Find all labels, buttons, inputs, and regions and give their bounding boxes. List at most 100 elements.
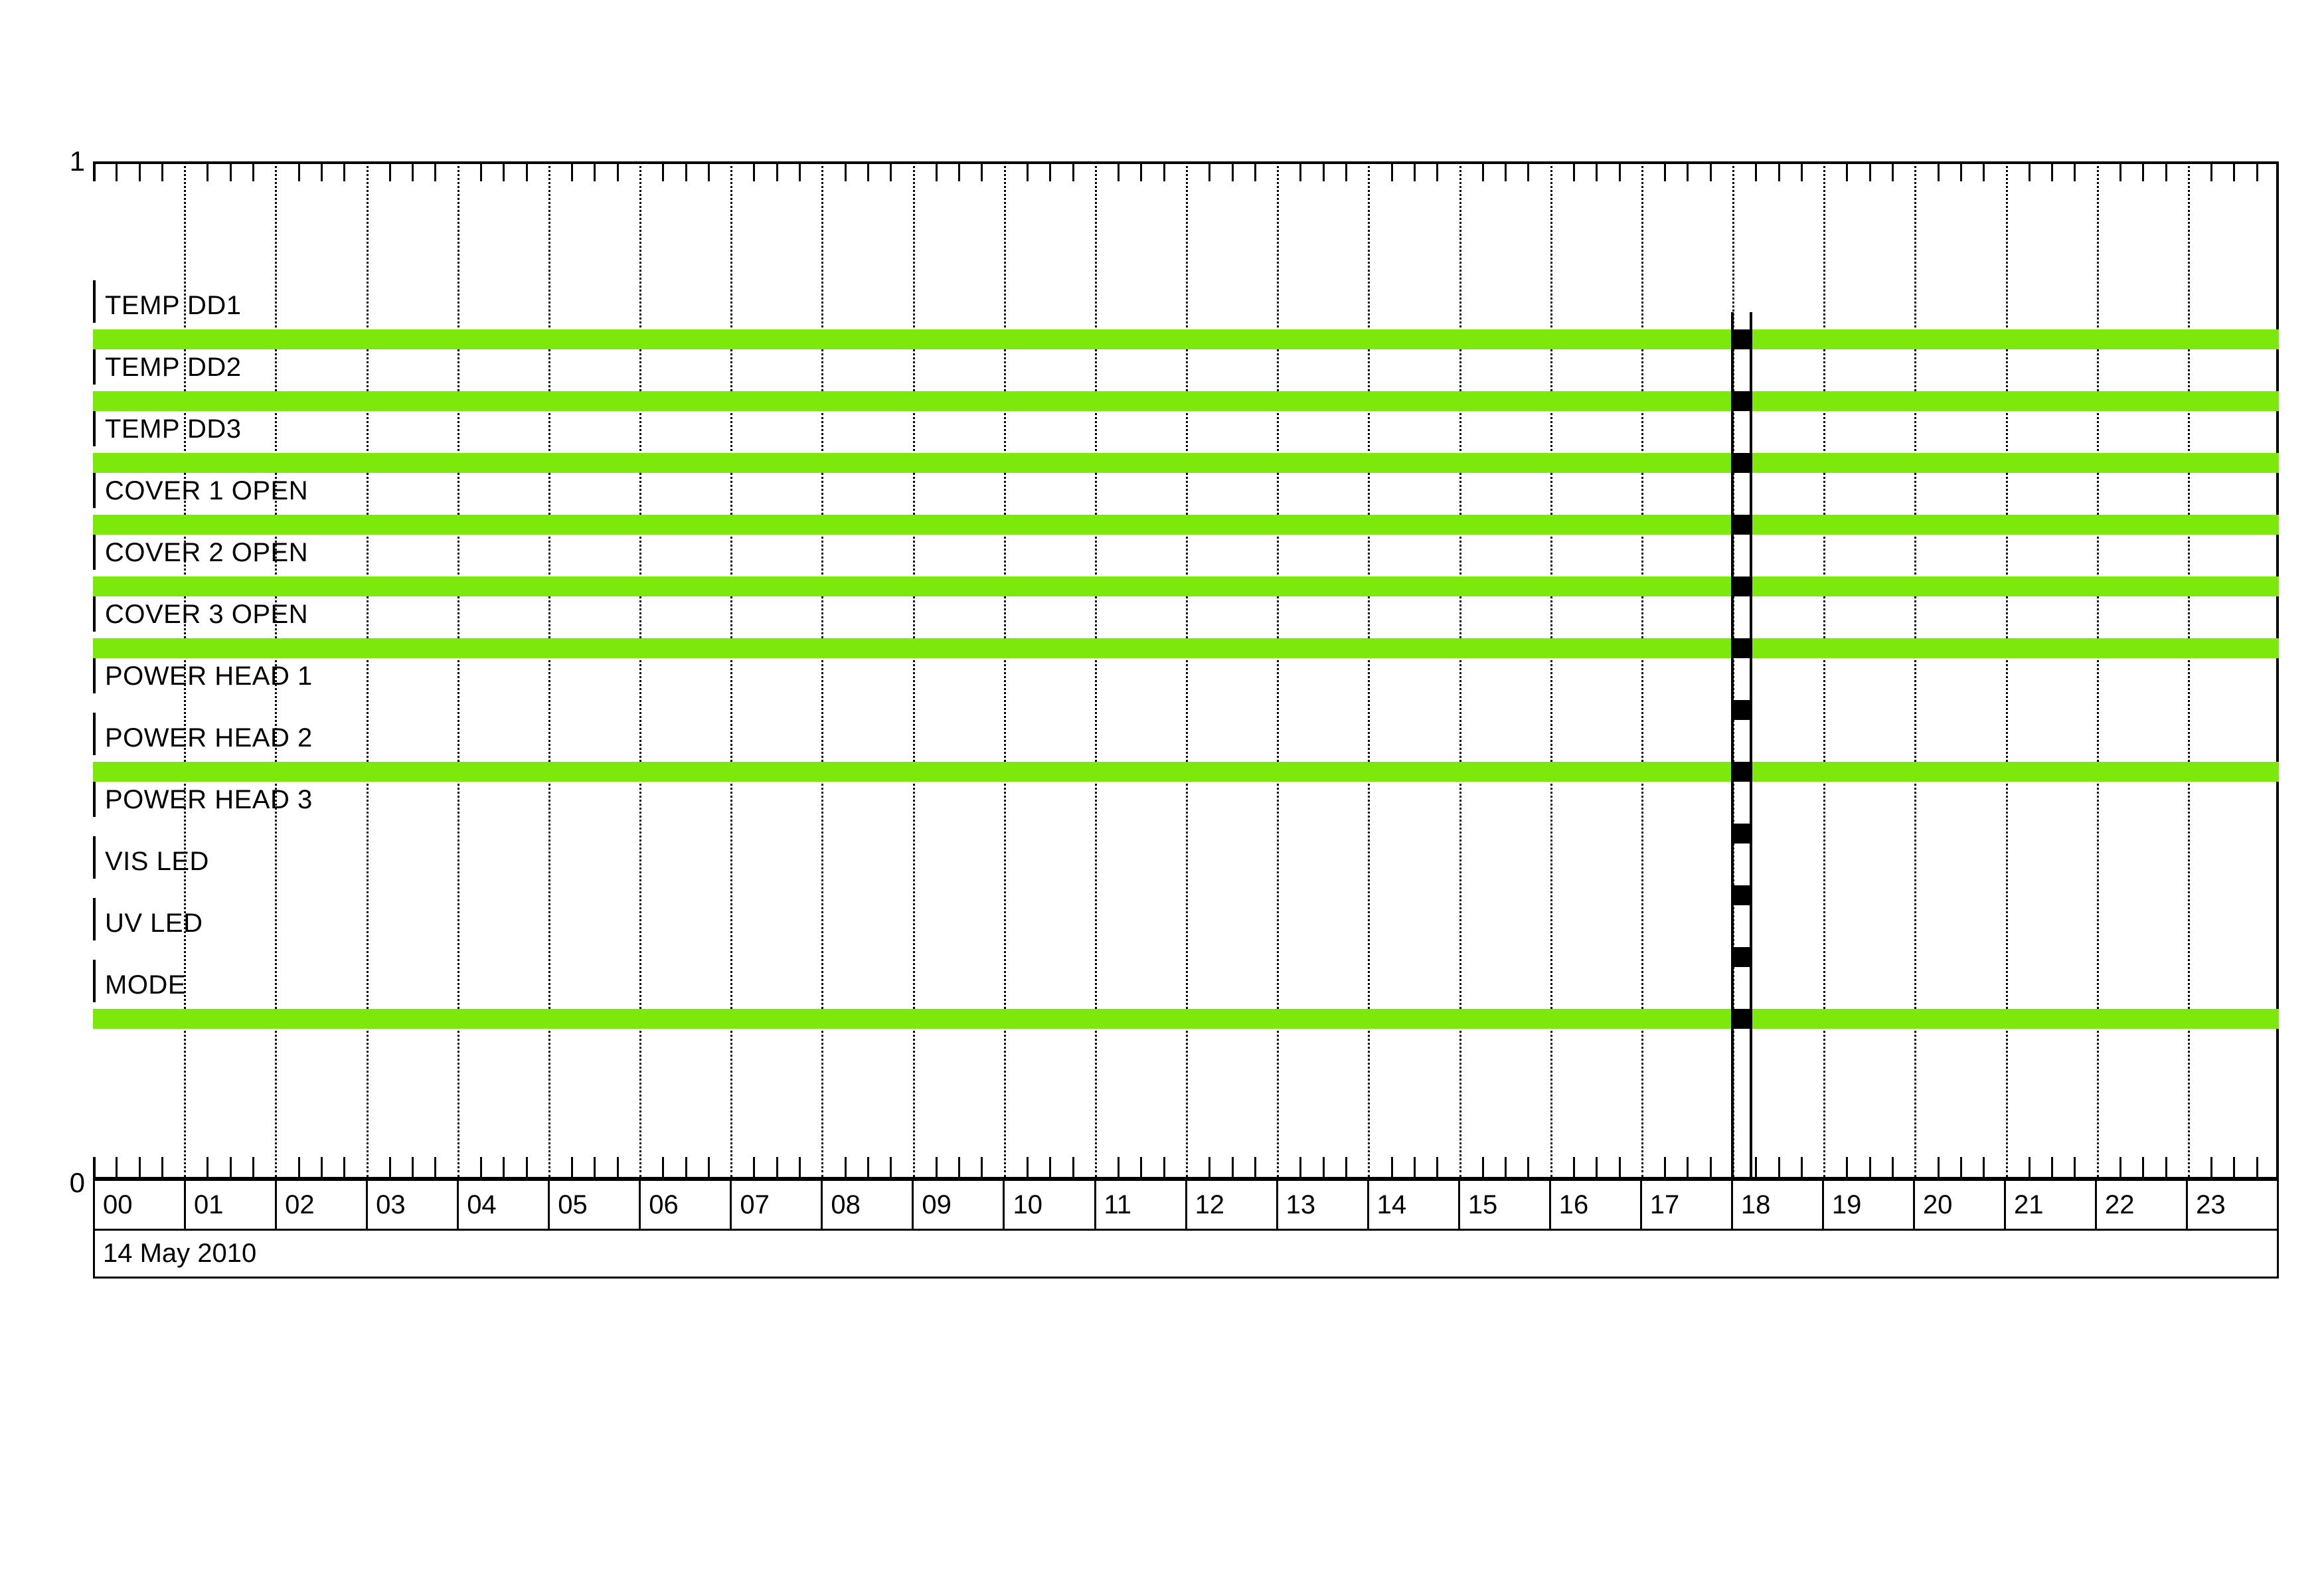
tick-minor-bottom xyxy=(707,1157,710,1177)
tick-minor-bottom xyxy=(1505,1157,1507,1177)
tick-minor-top xyxy=(207,161,209,181)
tick-minor-top xyxy=(343,161,346,181)
hour-label-cell: 06 xyxy=(641,1181,732,1229)
tick-minor-top xyxy=(616,161,619,181)
hour-label-cell: 20 xyxy=(1915,1181,2006,1229)
hour-label-cell: 07 xyxy=(732,1181,823,1229)
cursor-marker xyxy=(1730,885,1752,905)
hour-label-cell: 08 xyxy=(823,1181,914,1229)
tick-minor-top xyxy=(388,161,391,181)
tick-minor-top xyxy=(1413,161,1416,181)
hour-label-cell: 22 xyxy=(2097,1181,2189,1229)
tick-minor-top xyxy=(1800,161,1803,181)
tick-minor-bottom xyxy=(1778,1157,1780,1177)
tick-minor-top xyxy=(1687,161,1689,181)
tick-minor-top xyxy=(1755,161,1758,181)
tick-minor-bottom xyxy=(207,1157,209,1177)
tick-minor-top xyxy=(525,161,528,181)
signal-row-label: VIS LED xyxy=(105,847,209,876)
gridline-hour-10 xyxy=(1003,161,1006,1177)
cursor-marker xyxy=(1730,947,1752,967)
x-axis-baseline xyxy=(93,1177,2279,1180)
tick-minor-top xyxy=(1118,161,1120,181)
tick-minor-bottom xyxy=(1481,1157,1484,1177)
tick-minor-top xyxy=(1049,161,1052,181)
tick-minor-bottom xyxy=(1868,1157,1871,1177)
tick-minor-bottom xyxy=(2074,1157,2076,1177)
signal-row-label: MODE xyxy=(105,970,186,1000)
tick-minor-bottom xyxy=(1208,1157,1211,1177)
signal-bar-on xyxy=(93,1009,2279,1029)
tick-minor-bottom xyxy=(1413,1157,1416,1177)
tick-minor-bottom xyxy=(890,1157,892,1177)
tick-minor-bottom xyxy=(252,1157,255,1177)
signal-row-label: POWER HEAD 2 xyxy=(105,723,313,753)
gridline-hour-07 xyxy=(730,161,733,1177)
tick-minor-top xyxy=(1299,161,1302,181)
tick-minor-top xyxy=(753,161,756,181)
tick-minor-top xyxy=(1846,161,1849,181)
tick-minor-bottom xyxy=(525,1157,528,1177)
gridline-hour-04 xyxy=(457,161,459,1177)
tick-minor-top xyxy=(434,161,437,181)
tick-minor-bottom xyxy=(479,1157,482,1177)
tick-minor-top xyxy=(1937,161,1940,181)
tick-minor-top xyxy=(161,161,163,181)
tick-minor-top xyxy=(981,161,983,181)
tick-minor-bottom xyxy=(662,1157,665,1177)
signal-bar-on xyxy=(93,391,2279,411)
tick-minor-top xyxy=(1983,161,1985,181)
gridline-hour-09 xyxy=(912,161,915,1177)
hour-label-cell: 09 xyxy=(914,1181,1005,1229)
tick-minor-top xyxy=(1208,161,1211,181)
tick-minor-top xyxy=(844,161,847,181)
tick-minor-top xyxy=(571,161,574,181)
tick-minor-bottom xyxy=(685,1157,687,1177)
tick-minor-top xyxy=(1436,161,1439,181)
left-axis-segment xyxy=(93,713,96,755)
tick-minor-bottom xyxy=(1572,1157,1575,1177)
tick-minor-bottom xyxy=(434,1157,437,1177)
tick-minor-top xyxy=(320,161,323,181)
tick-minor-bottom xyxy=(412,1157,414,1177)
tick-minor-bottom xyxy=(981,1157,983,1177)
hour-label-cell: 23 xyxy=(2196,1190,2226,1219)
tick-minor-bottom xyxy=(1664,1157,1667,1177)
signal-bar-on xyxy=(93,453,2279,473)
gridline-hour-23 xyxy=(2187,161,2190,1177)
tick-minor-top xyxy=(479,161,482,181)
gridline-hour-12 xyxy=(1186,161,1188,1177)
cursor-marker xyxy=(1730,391,1752,411)
tick-minor-bottom xyxy=(1345,1157,1348,1177)
tick-minor-top xyxy=(2256,161,2258,181)
cursor-marker xyxy=(1730,1009,1752,1029)
signal-row-label: COVER 3 OPEN xyxy=(105,600,309,629)
hour-label-cell: 12 xyxy=(1187,1181,1278,1229)
cursor-marker xyxy=(1730,824,1752,843)
hour-label-cell: 21 xyxy=(2006,1181,2098,1229)
tick-minor-bottom xyxy=(2210,1157,2213,1177)
signal-bar-on xyxy=(93,329,2279,349)
signal-row-label: COVER 1 OPEN xyxy=(105,476,309,505)
tick-minor-top xyxy=(2119,161,2121,181)
tick-minor-bottom xyxy=(297,1157,300,1177)
date-bar: 14 May 2010 xyxy=(93,1231,2279,1279)
hour-axis: 00 01 02 03 04 05 06 07 08 09 10 11 12 13 14 15 16 17 18 19… xyxy=(93,1179,2279,1231)
left-axis-segment xyxy=(93,774,96,817)
gridline-hour-13 xyxy=(1277,161,1280,1177)
signal-row-label: POWER HEAD 1 xyxy=(105,662,313,691)
cursor-marker xyxy=(1730,638,1752,658)
tick-minor-bottom xyxy=(616,1157,619,1177)
tick-minor-top xyxy=(1709,161,1712,181)
hour-label-cell: 10 xyxy=(1005,1181,1096,1229)
hour-label-cell: 13 xyxy=(1278,1181,1369,1229)
tick-minor-top xyxy=(1527,161,1530,181)
tick-minor-bottom xyxy=(1072,1157,1074,1177)
tick-minor-bottom xyxy=(1937,1157,1940,1177)
gridline-hour-17 xyxy=(1641,161,1643,1177)
gridline-hour-05 xyxy=(548,161,550,1177)
tick-minor-top xyxy=(229,161,232,181)
signal-row-label: TEMP DD1 xyxy=(105,291,242,320)
tick-minor-top xyxy=(1481,161,1484,181)
signal-row-label: COVER 2 OPEN xyxy=(105,538,309,567)
